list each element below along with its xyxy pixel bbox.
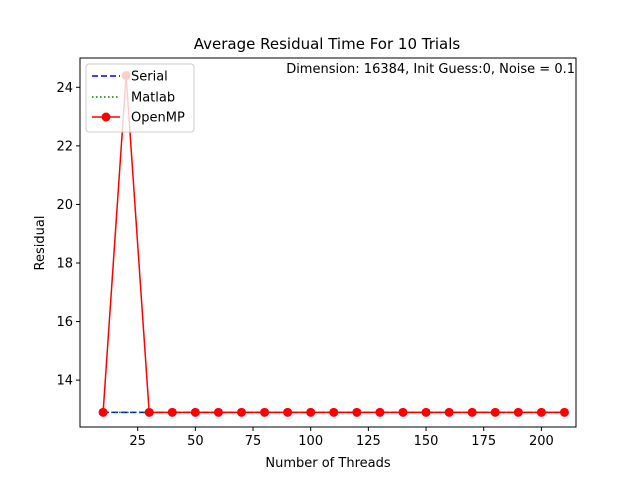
legend-openmp-label: OpenMP	[131, 111, 185, 126]
x-tick-label: 25	[129, 434, 146, 449]
series-openmp-point	[306, 407, 316, 417]
chart-title: Average Residual Time For 10 Trials	[194, 35, 461, 53]
series-openmp-point	[444, 407, 454, 417]
y-axis-label: Residual	[33, 216, 48, 271]
series-openmp-point	[213, 407, 223, 417]
x-axis-label: Number of Threads	[265, 456, 390, 471]
y-axis: 14 16 18 20 22 24	[56, 81, 80, 389]
series-openmp-point	[98, 407, 108, 417]
annotation-text: Dimension: 16384, Init Guess:0, Noise = …	[286, 62, 575, 77]
x-tick-label: 100	[298, 434, 323, 449]
series-openmp-point	[283, 407, 293, 417]
plot-frame	[79, 57, 577, 428]
x-tick-label: 50	[187, 434, 204, 449]
legend: Serial Matlab OpenMP	[85, 63, 195, 133]
y-tick-label: 14	[56, 374, 73, 389]
series-openmp-point	[490, 407, 500, 417]
series-openmp-point	[467, 407, 477, 417]
x-axis: 25 50 75 100 125 150 175 200	[129, 427, 554, 449]
x-tick-label: 150	[414, 434, 439, 449]
series-openmp-point	[329, 407, 339, 417]
y-tick-label: 16	[56, 315, 73, 330]
x-tick-label: 175	[471, 434, 496, 449]
legend-openmp-marker	[101, 112, 111, 122]
x-tick-label: 125	[356, 434, 381, 449]
series-openmp-point	[190, 407, 200, 417]
y-tick-label: 18	[56, 257, 73, 272]
series-openmp-point	[421, 407, 431, 417]
legend-matlab-label: Matlab	[131, 91, 175, 106]
y-tick-label: 22	[56, 139, 73, 154]
series-openmp-point	[352, 407, 362, 417]
y-tick-label: 20	[56, 198, 73, 213]
series-openmp-point	[559, 407, 569, 417]
series-openmp-point	[144, 407, 154, 417]
series-openmp-point	[260, 407, 270, 417]
series-openmp-point	[236, 407, 246, 417]
series-openmp-point	[398, 407, 408, 417]
x-tick-label: 200	[529, 434, 554, 449]
legend-box	[85, 63, 195, 133]
legend-serial-label: Serial	[131, 70, 168, 85]
series-openmp-point	[536, 407, 546, 417]
series-openmp-point	[513, 407, 523, 417]
x-tick-label: 75	[245, 434, 262, 449]
series-openmp-point	[167, 407, 177, 417]
series-openmp-point	[375, 407, 385, 417]
y-tick-label: 24	[56, 81, 73, 96]
